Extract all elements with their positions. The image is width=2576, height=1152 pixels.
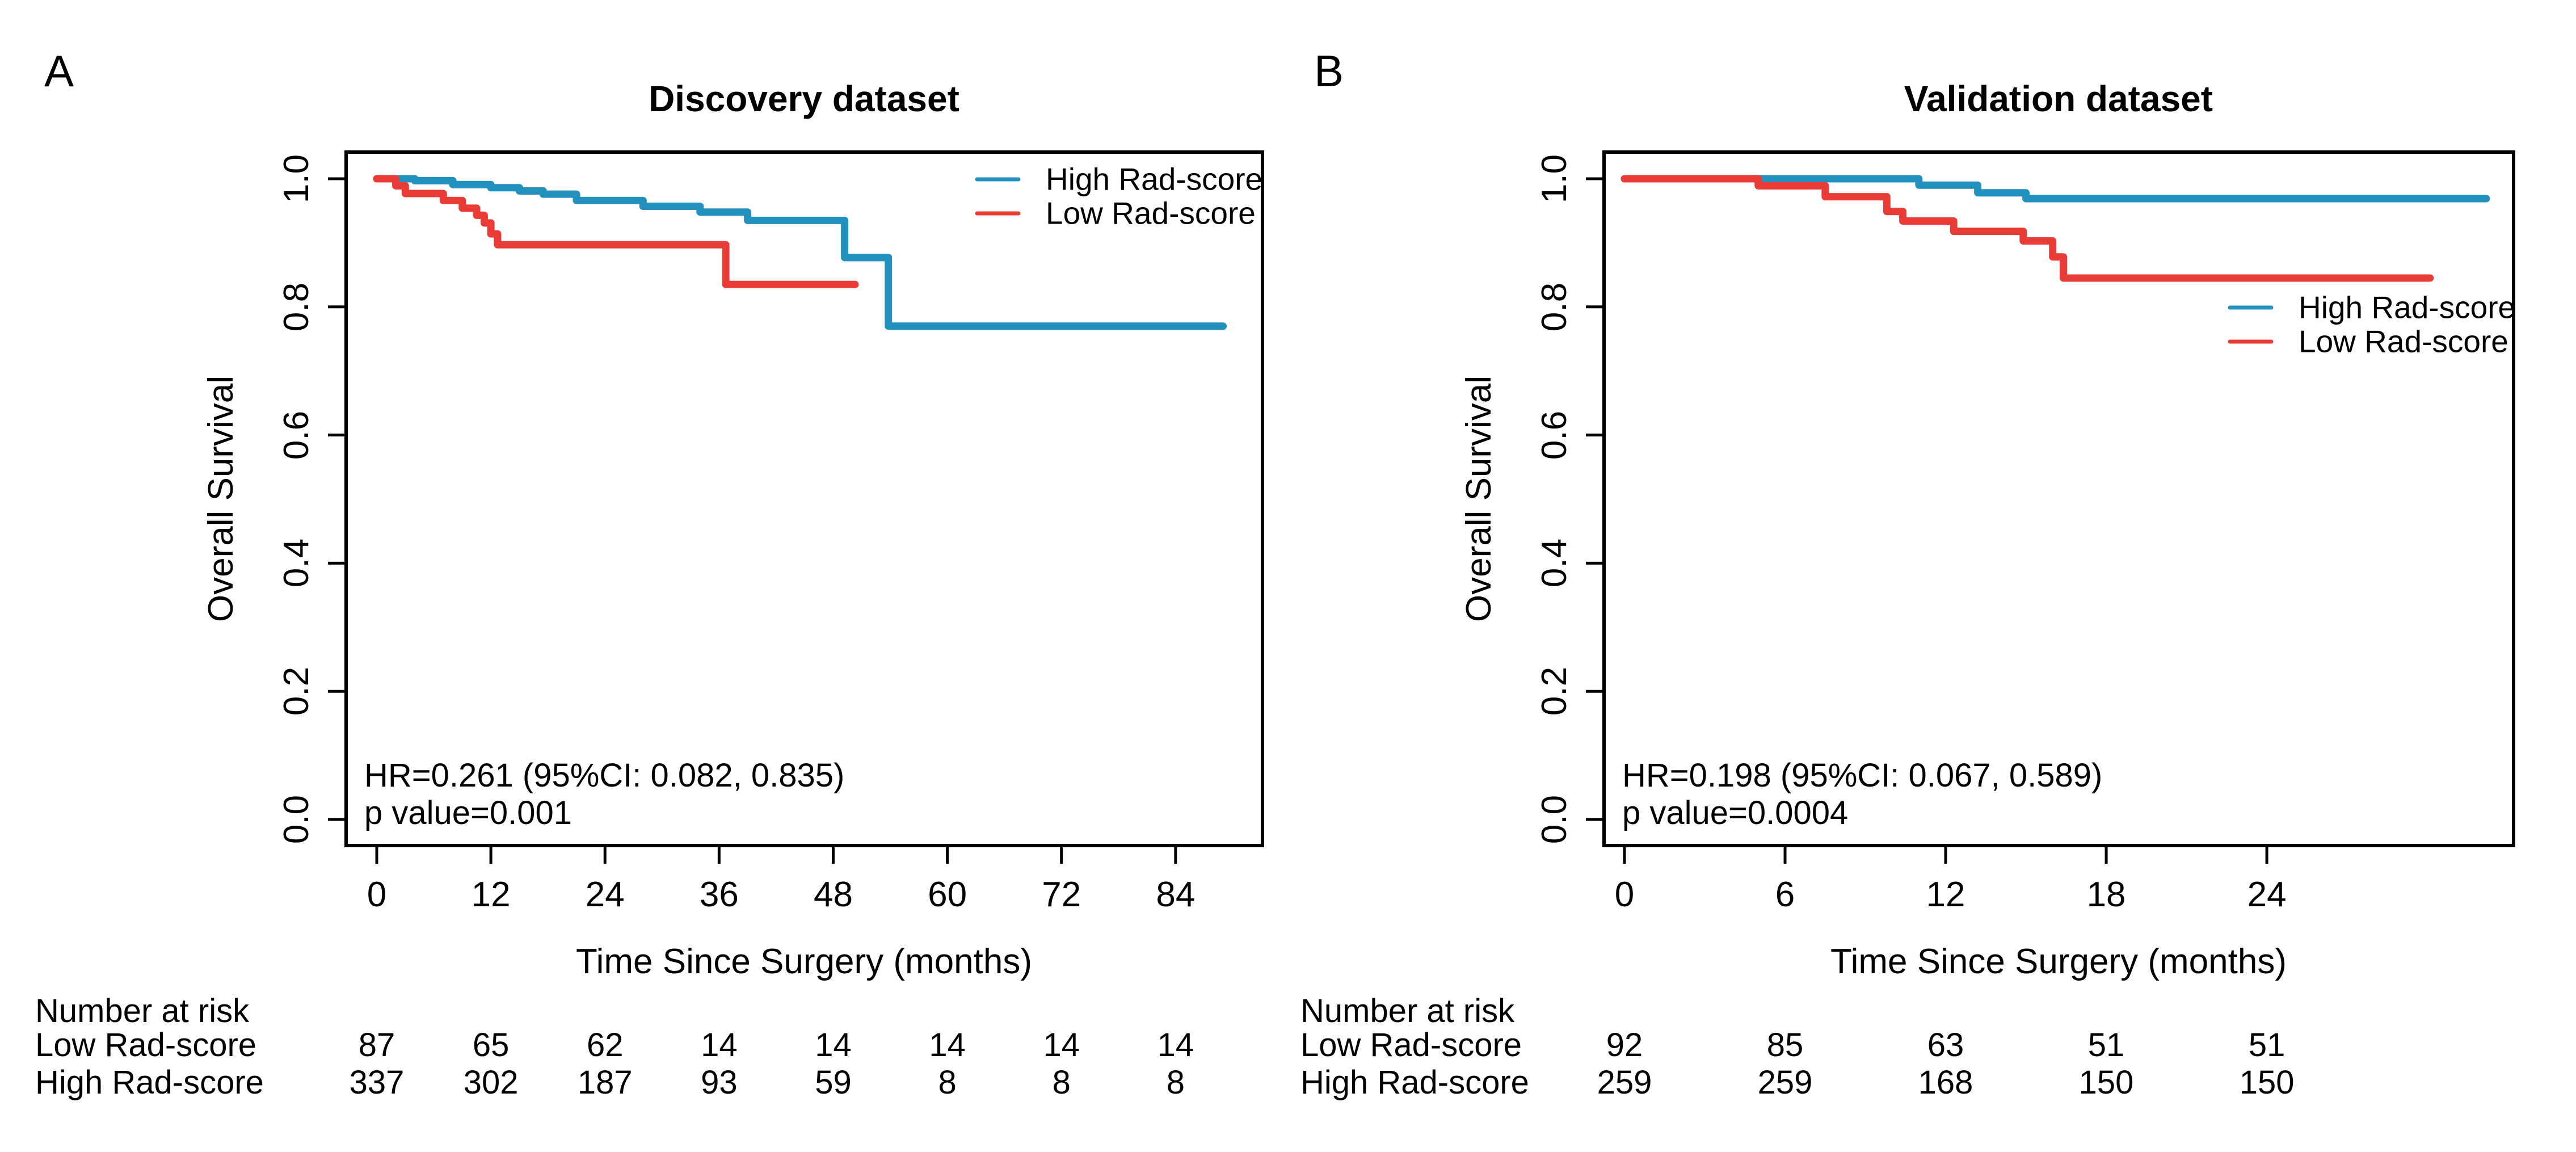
panel-b-risk-value-high: 168 (1918, 1064, 1973, 1101)
panel-b-y-axis-title: Overall Survival (1459, 375, 1499, 623)
panel-b-pvalue-annotation: p value=0.0004 (1622, 794, 1849, 831)
panel-a-x-tick-label: 36 (699, 875, 739, 914)
panel-a-km-curve-high-rad-score (373, 175, 1227, 330)
panel-a-x-tick-label: 60 (928, 875, 967, 914)
panel-a-risk-value-low: 87 (358, 1027, 395, 1063)
panel-a-x-tick-label: 0 (367, 875, 387, 914)
panel-a-x-tick-label: 48 (813, 875, 853, 914)
panel-a-title: Discovery dataset (649, 78, 959, 119)
panel-b-x-axis-title: Time Since Surgery (months) (1830, 942, 2287, 981)
panel-a-y-tick-label: 0.0 (277, 794, 316, 844)
panel-a-risk-value-high: 8 (1166, 1064, 1185, 1101)
panel-a-risk-header: Number at risk (35, 993, 250, 1029)
panel-a-letter: A (44, 46, 74, 96)
panel-b-x-tick-label: 12 (1926, 875, 1965, 914)
panel-a-y-tick-label: 0.6 (277, 410, 316, 460)
panel-b-letter: B (1314, 46, 1344, 96)
panel-a-x-tick-label: 72 (1042, 875, 1081, 914)
panel-a-risk-value-high: 8 (938, 1064, 957, 1101)
panel-b-risk-row-label-low: Low Rad-score (1300, 1027, 1522, 1063)
panel-b-risk-value-low: 92 (1606, 1027, 1643, 1063)
panel-b-risk-value-high: 150 (2078, 1064, 2134, 1101)
panel-a-risk-value-high: 302 (463, 1064, 519, 1101)
panel-b-x-tick-label: 0 (1614, 875, 1635, 914)
panel-a-risk-value-high: 187 (577, 1064, 633, 1101)
panel-a-pvalue-annotation: p value=0.001 (364, 794, 573, 831)
panel-b-risk-value-high: 259 (1597, 1064, 1652, 1101)
panel-b-risk-value-high: 150 (2239, 1064, 2295, 1101)
panel-a-risk-value-low: 14 (1157, 1027, 1194, 1063)
panel-b-x-tick-label: 18 (2086, 875, 2126, 914)
panel-a-legend-label-high: High Rad-score (1046, 161, 1263, 197)
panel-a-risk-value-low: 62 (586, 1027, 624, 1063)
panel-a-risk-value-low: 14 (815, 1027, 852, 1063)
panel-b-risk-value-low: 51 (2087, 1027, 2125, 1063)
panel-a-x-tick-label: 12 (471, 875, 511, 914)
panel-b-y-tick-label: 0.8 (1535, 282, 1574, 331)
panel-a-y-tick-label: 0.2 (277, 667, 316, 716)
panel-b-risk-header: Number at risk (1300, 993, 1515, 1029)
panel-a-x-axis-title: Time Since Surgery (months) (576, 942, 1032, 981)
panel-a-risk-value-low: 65 (472, 1027, 510, 1063)
panel-b-plot-box (1602, 150, 2515, 847)
panel-a-hr-annotation: HR=0.261 (95%CI: 0.082, 0.835) (364, 757, 845, 794)
panel-a-legend-label-low: Low Rad-score (1046, 195, 1256, 231)
panel-b-risk-row-label-high: High Rad-score (1300, 1064, 1529, 1101)
panel-b-y-tick-label: 0.2 (1535, 667, 1574, 716)
panel-a-km-curve-low-rad-score (373, 175, 859, 288)
panel-a-risk-value-high: 8 (1052, 1064, 1071, 1101)
panel-b-risk-value-low: 51 (2248, 1027, 2285, 1063)
panel-a-risk-value-low: 14 (1043, 1027, 1080, 1063)
panel-a-x-tick-label: 24 (585, 875, 625, 914)
panel-a-risk-value-high: 337 (349, 1064, 405, 1101)
panel-b-x-tick-label: 24 (2247, 875, 2287, 914)
panel-a-y-tick-label: 0.4 (277, 539, 316, 588)
panel-b-km-curve-low-rad-score (1620, 175, 2434, 282)
panel-b-title: Validation dataset (1904, 78, 2213, 119)
panel-b-hr-annotation: HR=0.198 (95%CI: 0.067, 0.589) (1622, 757, 2103, 794)
panel-a-y-tick-label: 1.0 (277, 154, 316, 204)
panel-b-risk-value-low: 85 (1766, 1027, 1804, 1063)
panel-a-risk-value-low: 14 (929, 1027, 966, 1063)
panel-b-risk-value-high: 259 (1757, 1064, 1813, 1101)
panel-a-risk-value-high: 93 (701, 1064, 738, 1101)
panel-a-y-axis-title: Overall Survival (201, 375, 241, 623)
panel-b-y-tick-label: 0.4 (1535, 539, 1574, 588)
panel-b-y-tick-label: 0.0 (1535, 794, 1574, 844)
panel-a-y-tick-label: 0.8 (277, 282, 316, 331)
panel-b-y-tick-label: 0.6 (1535, 410, 1574, 460)
panel-a-risk-value-low: 14 (701, 1027, 738, 1063)
panel-b-x-tick-label: 6 (1775, 875, 1795, 914)
panel-a-risk-value-high: 59 (815, 1064, 852, 1101)
panel-a-risk-row-label-high: High Rad-score (35, 1064, 264, 1101)
panel-a-risk-row-label-low: Low Rad-score (35, 1027, 257, 1063)
panel-a-x-tick-label: 84 (1156, 875, 1196, 914)
panel-b-km-curve-high-rad-score (1620, 175, 2490, 203)
panel-a-plot-box (344, 150, 1264, 847)
panel-b-legend-label-low: Low Rad-score (2299, 323, 2508, 359)
panel-b-y-tick-label: 1.0 (1535, 154, 1574, 204)
panel-b-risk-value-low: 63 (1927, 1027, 1964, 1063)
panel-b-legend-label-high: High Rad-score (2299, 289, 2516, 325)
